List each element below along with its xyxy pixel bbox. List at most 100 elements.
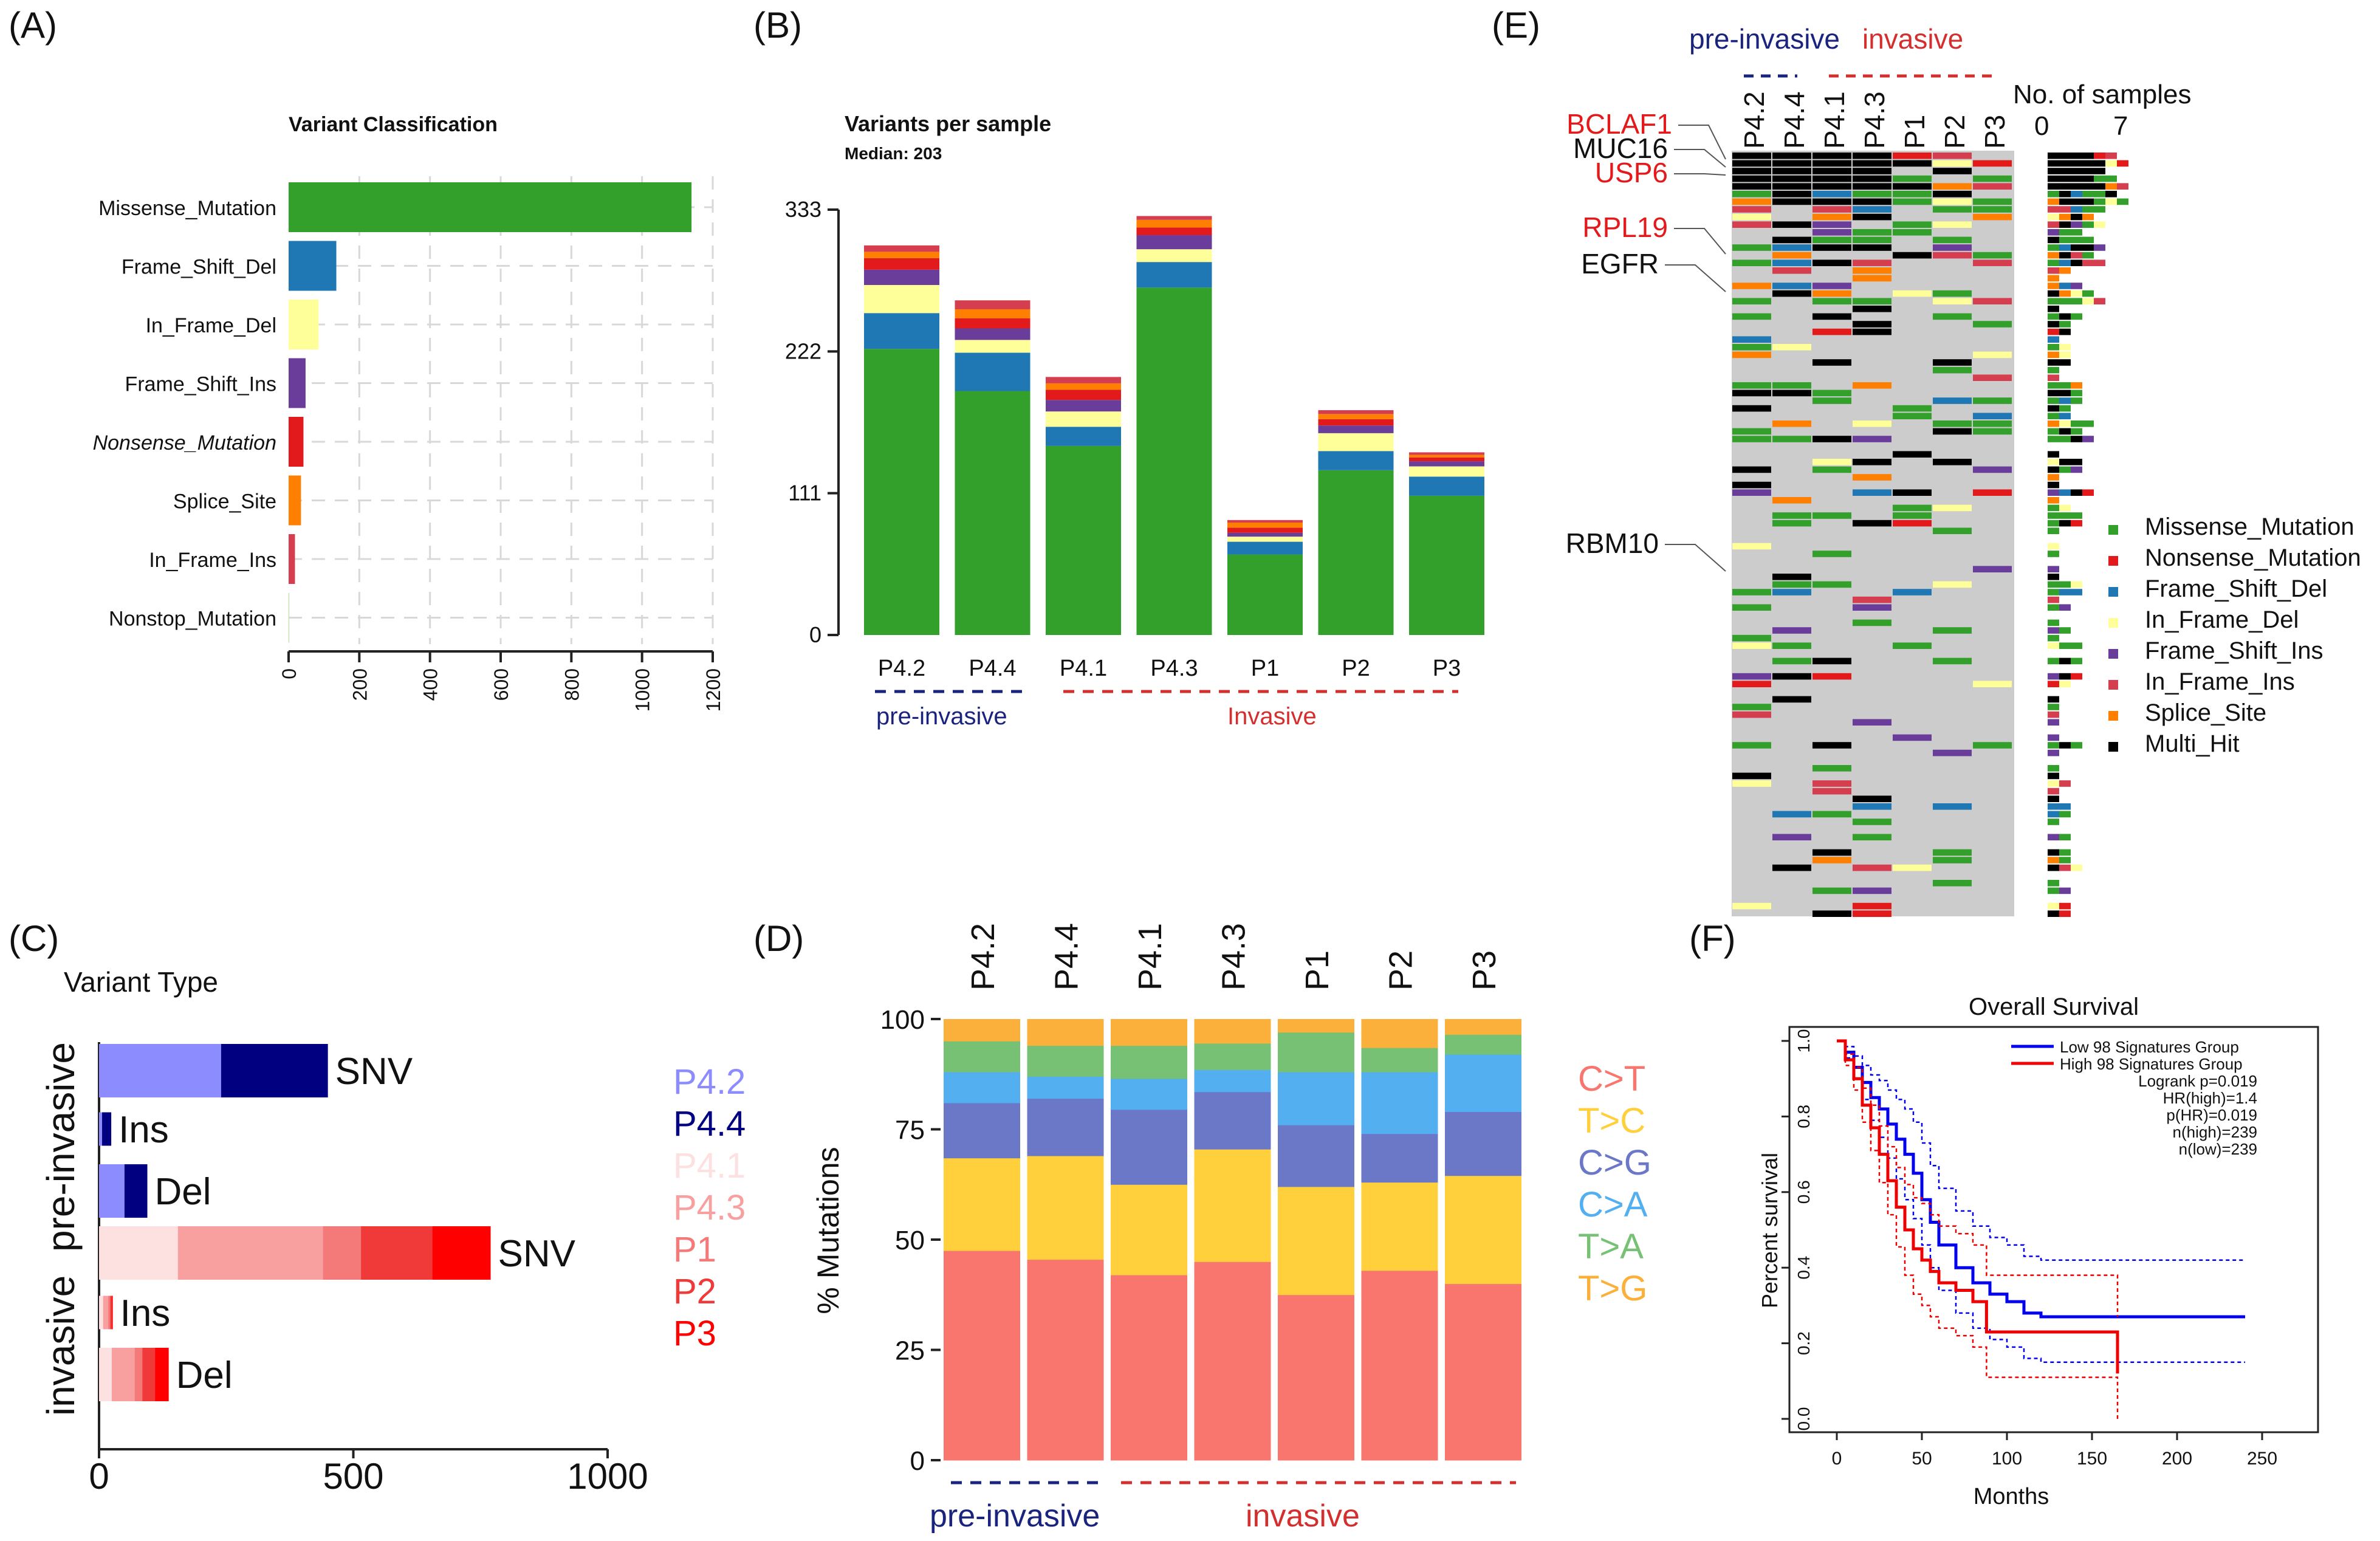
- panel-e-cell: [1933, 290, 1972, 297]
- panel-b-bar-segment: [955, 391, 1031, 635]
- panel-b-bar-segment: [1409, 476, 1484, 496]
- panel-e-cell: [1812, 206, 1851, 213]
- panel-b-category-label: P4.1: [1060, 656, 1107, 681]
- panel-e-cell: [1893, 413, 1932, 419]
- panel-e-count-bar-segment: [2048, 566, 2059, 572]
- panel-e-cell: [1973, 566, 2012, 572]
- panel-d-legend-label: T>A: [1578, 1227, 1644, 1266]
- panel-e-count-bar-segment: [2048, 704, 2059, 710]
- panel-c-row-label: SNV: [335, 1051, 413, 1093]
- panel-e-cell: [1933, 749, 1972, 757]
- panel-e-cell: [1973, 489, 2012, 496]
- panel-e-count-bar-segment: [2059, 191, 2071, 197]
- panel-e-legend-label: Splice_Site: [2145, 699, 2266, 726]
- panel-e-cell: [1853, 887, 1891, 894]
- panel-e-cell: [1772, 244, 1811, 251]
- panel-e-count-bar-segment: [2048, 711, 2059, 718]
- panel-e-count-bar-segment: [2059, 259, 2071, 266]
- panel-b-bar-segment: [955, 309, 1031, 318]
- panel-e-cell: [1973, 374, 2012, 381]
- panel-e-count-bar-segment: [2071, 244, 2082, 251]
- panel-e-count-bar-segment: [2094, 191, 2105, 197]
- panel-e-cell: [1732, 742, 1771, 749]
- panel-e-cell: [1973, 259, 2012, 266]
- panel-e-count-bar-segment: [2071, 252, 2082, 259]
- panel-e-count-bar-segment: [2094, 298, 2105, 304]
- panel-b-bar-segment: [864, 258, 939, 270]
- panel-e-cell: [1973, 198, 2012, 205]
- panel-e-cell: [1812, 221, 1851, 228]
- panel-e-cell: [1853, 520, 1891, 527]
- panel-e-count-bar-segment: [2048, 902, 2059, 910]
- panel-b-title: Variants per sample: [845, 111, 1051, 136]
- panel-d-y-tick-label: 100: [880, 1005, 925, 1035]
- panel-d-category-label: P4.3: [1216, 923, 1252, 990]
- panel-e-count-bar-segment: [2071, 198, 2082, 205]
- panel-e-count-bar-segment: [2048, 283, 2059, 289]
- panel-b-category-label: P1: [1251, 656, 1279, 681]
- panel-d-bar-segment: [1027, 1259, 1104, 1461]
- panel-e-cell: [1732, 313, 1771, 320]
- panel-b-y-tick-label: 222: [785, 338, 821, 363]
- panel-e-count-bar-segment: [2071, 221, 2082, 228]
- panel-e-cell: [1853, 819, 1891, 825]
- panel-e-cell: [1853, 153, 1891, 159]
- panel-b-bar-segment: [1046, 390, 1121, 400]
- panel-d-bar-segment: [944, 1158, 1020, 1251]
- panel-e-count-bar-segment: [2048, 581, 2059, 588]
- panel-e-count-bar-segment: [2071, 436, 2082, 442]
- panel-b-bar-segment: [864, 313, 939, 349]
- panel-e-cell: [1853, 596, 1891, 603]
- panel-e-count-bar-segment: [2071, 298, 2082, 304]
- panel-e-count-bar-segment: [2059, 321, 2071, 328]
- panel-e-count-bar-segment: [2059, 857, 2071, 863]
- panel-e-count-bar-segment: [2071, 236, 2082, 244]
- panel-d-bar-segment: [1111, 1019, 1187, 1046]
- panel-c-row-label: Ins: [120, 1292, 171, 1334]
- panel-d-bar-segment: [1194, 1043, 1271, 1070]
- panel-d-bar-segment: [1361, 1048, 1438, 1073]
- panel-e-count-bar-segment: [2048, 198, 2059, 205]
- panel-c-bar-segment: [110, 1296, 112, 1330]
- panel-e-cell: [1933, 880, 1972, 887]
- panel-c-row-label: Ins: [118, 1109, 169, 1151]
- panel-e-count-bar-segment: [2059, 834, 2071, 840]
- panel-b-bar-segment: [864, 252, 939, 258]
- panel-e-count-bar-segment: [2048, 497, 2059, 504]
- panel-e-count-bar-segment: [2048, 313, 2059, 320]
- panel-b-bar-segment: [1318, 425, 1394, 433]
- panel-b-bar-segment: [1046, 411, 1121, 427]
- panel-e-count-bar-segment: [2048, 849, 2059, 856]
- panel-d-y-tick-label: 50: [895, 1226, 925, 1255]
- panel-d-invasive-label: invasive: [1246, 1498, 1360, 1534]
- panel-e-cell: [1933, 359, 1972, 366]
- panel-e-count-bar-segment: [2059, 581, 2071, 588]
- panel-d-pre-invasive-label: pre-invasive: [930, 1498, 1100, 1534]
- panel-e-cell: [1853, 275, 1891, 282]
- panel-e-cell: [1973, 206, 2012, 213]
- panel-e-count-bar-segment: [2071, 153, 2082, 159]
- panel-e-gene-leader: [1665, 544, 1726, 572]
- panel-e-side-tick-0: 0: [2034, 111, 2049, 141]
- panel-e-cell: [1853, 604, 1891, 611]
- panel-b-bar-segment: [1136, 287, 1212, 635]
- panel-e-count-bar-segment: [2059, 811, 2071, 818]
- panel-f-y-tick-label: 0.2: [1794, 1331, 1813, 1355]
- panel-e-count-bar-segment: [2059, 780, 2071, 787]
- panel-f-y-tick-label: 1.0: [1794, 1029, 1813, 1053]
- panel-e-cell: [1973, 397, 2012, 404]
- panel-e-cell: [1732, 436, 1771, 442]
- panel-c-legend-p3: P3: [673, 1314, 716, 1353]
- panel-e-count-bar-segment: [2059, 252, 2071, 259]
- panel-a-bar: [289, 358, 306, 408]
- panel-e-count-bar-segment: [2048, 328, 2059, 335]
- panel-d-bar-segment: [1445, 1175, 1521, 1285]
- panel-e-cell: [1732, 604, 1771, 611]
- panel-d-y-tick-label: 0: [910, 1446, 925, 1476]
- panel-e-cell: [1933, 198, 1972, 205]
- panel-e-count-bar-segment: [2048, 642, 2059, 649]
- panel-e-cell: [1812, 298, 1851, 304]
- panel-e-oncoplot: pre-invasive invasive No. of samples 0 7…: [1566, 23, 2361, 917]
- panel-e-cell: [1772, 198, 1811, 205]
